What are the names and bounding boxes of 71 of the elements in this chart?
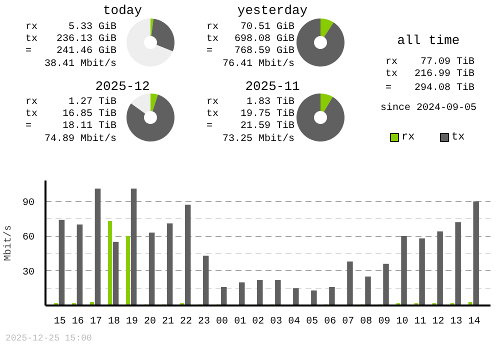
text: = bbox=[206, 46, 213, 57]
text: rx bbox=[26, 97, 38, 108]
text: = bbox=[26, 46, 32, 57]
text: tx bbox=[206, 109, 219, 120]
text: 294.08 TiB bbox=[414, 82, 475, 94]
text: 76.41 Mbit/s bbox=[222, 58, 295, 70]
text: = bbox=[26, 121, 32, 132]
text: 70.51 GiB bbox=[240, 21, 295, 33]
text: all time bbox=[397, 33, 460, 48]
x-tick-label: 00 bbox=[216, 316, 228, 328]
text: 73.25 Mbit/s bbox=[222, 133, 295, 145]
chart-title: yesterday bbox=[237, 3, 308, 18]
x-tick-label: 16 bbox=[72, 316, 84, 328]
text: 21.59 TiB bbox=[240, 120, 295, 132]
text: 19.75 TiB bbox=[240, 108, 295, 120]
text: tx bbox=[26, 109, 38, 120]
text: = bbox=[386, 83, 392, 94]
text: tx bbox=[386, 69, 398, 80]
x-tick-label: 23 bbox=[198, 316, 210, 328]
text: 2025-12-25 15:00 bbox=[6, 334, 92, 344]
text: 1.27 TiB bbox=[68, 96, 117, 108]
text: rx bbox=[386, 57, 398, 68]
text: 5.33 GiB bbox=[68, 21, 117, 33]
x-tick-label: 09 bbox=[378, 316, 390, 328]
chart-title: 2025-11 bbox=[245, 79, 300, 94]
text: rx bbox=[206, 22, 219, 33]
text: = bbox=[206, 121, 213, 132]
x-tick-label: 11 bbox=[414, 316, 426, 328]
x-tick-label: 08 bbox=[360, 316, 372, 328]
chart-title: 2025-12 bbox=[95, 79, 150, 94]
x-tick-label: 14 bbox=[468, 316, 480, 328]
text: 77.09 TiB bbox=[420, 56, 475, 68]
chart-title: today bbox=[102, 3, 142, 18]
x-tick-label: 04 bbox=[288, 316, 300, 328]
x-tick-label: 15 bbox=[54, 316, 66, 328]
text: 16.85 TiB bbox=[62, 108, 117, 120]
y-tick-label: 90 bbox=[22, 198, 35, 209]
text: 236.13 GiB bbox=[56, 33, 117, 45]
x-tick-label: 12 bbox=[432, 316, 444, 328]
y-tick-label: 60 bbox=[22, 232, 35, 244]
text: since 2024-09-05 bbox=[380, 102, 477, 114]
x-tick-label: 17 bbox=[90, 316, 102, 328]
text: tx bbox=[206, 34, 219, 45]
text: 698.08 GiB bbox=[234, 33, 295, 45]
x-tick-label: 21 bbox=[162, 316, 174, 328]
x-tick-label: 20 bbox=[144, 316, 156, 328]
x-tick-label: 18 bbox=[108, 316, 120, 328]
x-tick-label: 19 bbox=[126, 316, 138, 328]
x-tick-label: 22 bbox=[180, 316, 192, 328]
legend-label: tx bbox=[452, 132, 466, 144]
text: tx bbox=[26, 34, 38, 45]
x-tick-label: 10 bbox=[396, 316, 408, 328]
y-axis-title: Mbit/s bbox=[2, 224, 14, 262]
text: 38.41 Mbit/s bbox=[44, 58, 117, 70]
legend-label: rx bbox=[402, 132, 416, 144]
y-tick-label: 30 bbox=[22, 267, 35, 278]
x-tick-label: 07 bbox=[342, 316, 354, 328]
text: 216.99 TiB bbox=[414, 68, 475, 80]
text: 1.83 TiB bbox=[246, 96, 295, 108]
x-tick-label: 03 bbox=[270, 316, 282, 328]
text: 241.46 GiB bbox=[56, 45, 117, 57]
x-tick-label: 13 bbox=[450, 316, 462, 328]
text: rx bbox=[26, 22, 38, 33]
x-tick-label: 01 bbox=[234, 316, 246, 328]
x-tick-label: 05 bbox=[306, 316, 318, 328]
text: rx bbox=[206, 97, 219, 108]
x-tick-label: 06 bbox=[324, 316, 336, 328]
text: 18.11 TiB bbox=[62, 120, 117, 132]
x-tick-label: 02 bbox=[252, 316, 264, 328]
text: 74.89 Mbit/s bbox=[44, 133, 117, 145]
text: 768.59 GiB bbox=[234, 45, 295, 57]
